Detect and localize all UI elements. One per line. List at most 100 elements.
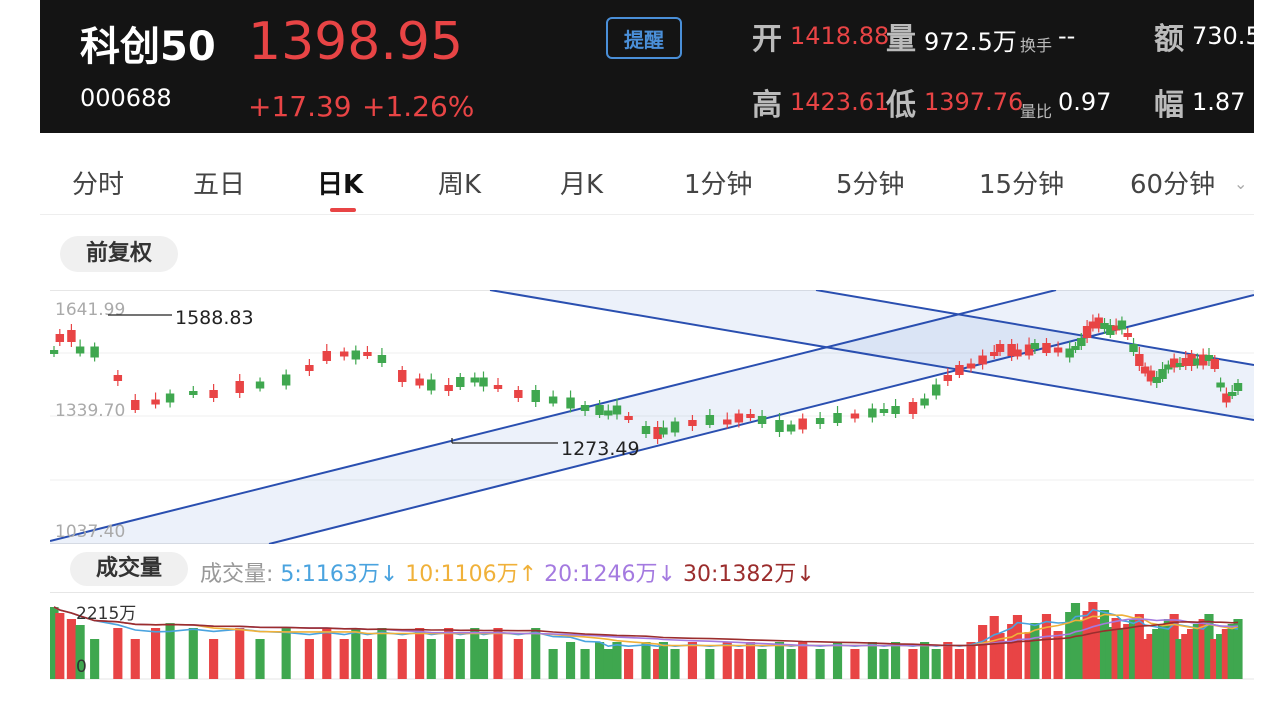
candle-body[interactable] (995, 344, 1005, 352)
candle-body[interactable] (1094, 317, 1103, 329)
volume-bar[interactable] (670, 649, 680, 679)
volume-bar[interactable] (513, 639, 523, 679)
volume-bar[interactable] (1192, 624, 1202, 679)
candle-body[interactable] (624, 416, 633, 420)
volume-bar[interactable] (1012, 615, 1023, 679)
volume-bar[interactable] (1128, 619, 1139, 679)
candle-body[interactable] (514, 390, 523, 398)
volume-bar[interactable] (66, 619, 76, 679)
candle-body[interactable] (1082, 326, 1092, 338)
candle-body[interactable] (1100, 323, 1109, 329)
candle-body[interactable] (990, 352, 999, 356)
candle-body[interactable] (548, 396, 558, 404)
candle-body[interactable] (612, 405, 622, 415)
volume-bar[interactable] (493, 628, 503, 679)
candle-body[interactable] (75, 346, 85, 354)
volume-bar[interactable] (426, 639, 436, 679)
volume-indicator-button[interactable]: 成交量 (70, 552, 188, 586)
volume-bar[interactable] (989, 616, 999, 679)
candle-body[interactable] (470, 377, 480, 383)
volume-bar[interactable] (722, 642, 732, 679)
volume-bar[interactable] (879, 649, 889, 679)
volume-bar[interactable] (966, 642, 976, 679)
volume-bar[interactable] (594, 642, 605, 679)
volume-bar[interactable] (548, 649, 558, 679)
candle-body[interactable] (398, 370, 407, 382)
candle-body[interactable] (798, 418, 807, 430)
tab-daily-k[interactable]: 日K (317, 170, 364, 200)
volume-bar[interactable] (531, 628, 541, 679)
volume-bar[interactable] (1111, 618, 1121, 679)
candle-body[interactable] (1210, 359, 1220, 369)
volume-bar[interactable] (612, 642, 622, 679)
candle-body[interactable] (1071, 346, 1080, 350)
candle-body[interactable] (351, 350, 361, 360)
candle-body[interactable] (688, 420, 697, 426)
candle-body[interactable] (322, 351, 332, 361)
volume-bar[interactable] (1186, 629, 1197, 679)
candle-body[interactable] (67, 330, 76, 342)
volume-bar[interactable] (351, 628, 361, 679)
volume-bar[interactable] (1227, 624, 1237, 679)
volume-bar[interactable] (130, 639, 140, 679)
candle-body[interactable] (1111, 325, 1121, 331)
candle-body[interactable] (1140, 366, 1150, 374)
volume-bar[interactable] (1105, 627, 1115, 679)
volume-bar[interactable] (920, 642, 930, 679)
volume-bar[interactable] (304, 639, 314, 679)
candle-body[interactable] (1088, 321, 1098, 329)
volume-bar[interactable] (1163, 619, 1173, 679)
candle-body[interactable] (595, 405, 604, 415)
candle-body[interactable] (415, 378, 424, 386)
candle-body[interactable] (641, 426, 651, 434)
candle-body[interactable] (363, 352, 372, 356)
candle-body[interactable] (1198, 354, 1208, 366)
volume-bar[interactable] (1007, 624, 1017, 679)
kline-chart[interactable]: 1641.99 1339.70 1037.40 1588.83 1273.49 (50, 290, 1254, 544)
volume-bar[interactable] (1065, 612, 1075, 679)
candle-body[interactable] (1233, 383, 1243, 391)
candle-body[interactable] (1169, 358, 1179, 368)
volume-bar[interactable] (1094, 619, 1104, 679)
tab-intraday[interactable]: 分时 (72, 170, 125, 200)
volume-bar[interactable] (75, 625, 85, 679)
candle-body[interactable] (189, 391, 198, 395)
candle-body[interactable] (1204, 355, 1214, 361)
candle-body[interactable] (850, 413, 860, 419)
candle-body[interactable] (723, 419, 732, 425)
volume-bar[interactable] (832, 642, 843, 679)
volume-bar[interactable] (798, 642, 808, 679)
candle-body[interactable] (734, 413, 744, 423)
volume-bar[interactable] (415, 628, 425, 679)
candle-body[interactable] (281, 374, 291, 386)
candle-body[interactable] (1175, 363, 1185, 367)
candle-body[interactable] (705, 415, 715, 425)
volume-bar[interactable] (687, 642, 698, 679)
candle-body[interactable] (1193, 358, 1202, 366)
candle-body[interactable] (931, 384, 941, 396)
volume-bar[interactable] (641, 642, 651, 679)
tab-5min[interactable]: 5分钟 (836, 170, 905, 200)
volume-bar[interactable] (565, 642, 576, 679)
candle-body[interactable] (151, 399, 160, 405)
volume-bar[interactable] (908, 649, 918, 679)
volume-bar[interactable] (444, 628, 454, 679)
volume-bar[interactable] (150, 628, 161, 679)
candle-body[interactable] (833, 413, 842, 423)
candle-body[interactable] (566, 397, 575, 409)
volume-bar[interactable] (931, 649, 941, 679)
volume-bar[interactable] (1123, 624, 1133, 679)
volume-bar[interactable] (1053, 631, 1063, 679)
volume-bar[interactable] (1175, 639, 1185, 679)
candle-body[interactable] (955, 365, 964, 375)
candle-body[interactable] (1024, 344, 1034, 356)
volume-bar[interactable] (478, 639, 489, 679)
volume-bar[interactable] (455, 639, 465, 679)
volume-bar[interactable] (362, 639, 372, 679)
candle-body[interactable] (908, 402, 918, 414)
adjust-mode-button[interactable]: 前复权 (60, 236, 178, 272)
candle-body[interactable] (235, 381, 244, 393)
candle-body[interactable] (891, 406, 900, 414)
volume-bar[interactable] (1169, 614, 1179, 679)
volume-bar[interactable] (470, 628, 480, 679)
